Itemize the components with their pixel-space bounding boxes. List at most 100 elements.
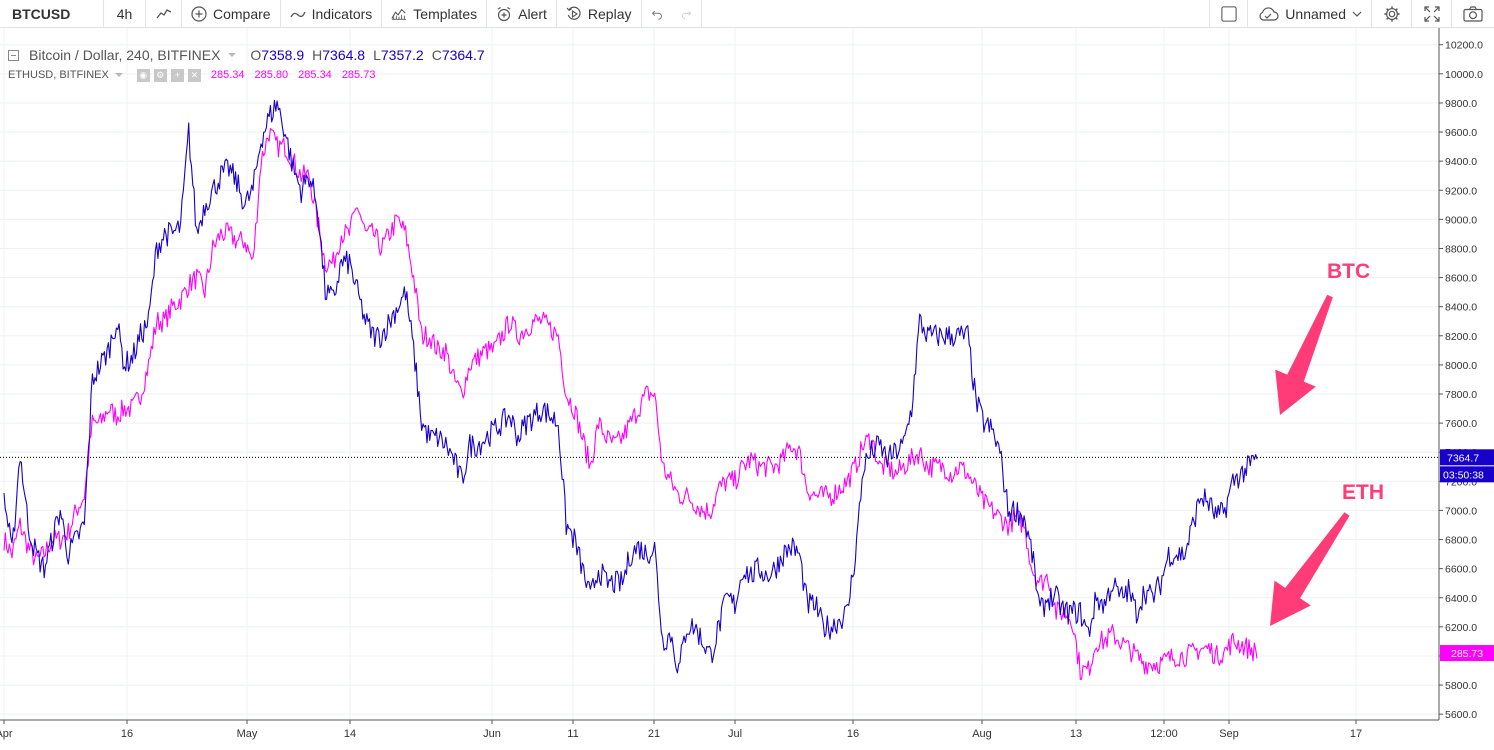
x-tick-label: Jul (728, 728, 742, 740)
hide-eye-icon[interactable]: ◉ (136, 68, 150, 82)
alarm-clock-icon (497, 6, 511, 21)
btc-annotation-label: BTC (1327, 260, 1371, 283)
countdown-tag (1440, 466, 1494, 483)
eth-annotation-label: ETH (1342, 481, 1384, 504)
plus-circle-icon (191, 5, 207, 22)
compare-close: 285.73 (341, 69, 376, 81)
y-tick-label: 10000.0 (1445, 69, 1483, 81)
layout-name: Unnamed (1285, 5, 1346, 22)
replay-icon (566, 6, 581, 20)
compare-low: 285.34 (298, 69, 332, 81)
y-tick-label: 9200.0 (1445, 185, 1477, 197)
compare-label: Compare (213, 5, 271, 22)
redo-icon (681, 10, 691, 19)
add-plus-icon[interactable]: + (170, 68, 184, 82)
compare-values: 285.34 285.80 285.34 285.73 (211, 69, 376, 81)
ohlc-values: O7358.9 H7364.8 L7357.2 C7364.7 (250, 47, 484, 63)
open-value: 7358.9 (261, 47, 305, 63)
redo-button[interactable] (672, 0, 702, 27)
y-tick-label: 6400.0 (1445, 593, 1477, 605)
y-tick-label: 7000.0 (1445, 505, 1477, 517)
chevron-down-icon (1352, 11, 1362, 17)
chart-series (3, 99, 1258, 681)
remove-x-icon[interactable]: ✕ (187, 68, 201, 82)
replay-button[interactable]: Replay (557, 0, 642, 27)
compare-open: 285.34 (210, 69, 245, 81)
x-tick-label: 11 (567, 728, 578, 740)
caret-down-icon[interactable] (228, 53, 237, 57)
compare-series-title[interactable]: ETHUSD, BITFINEX (8, 69, 109, 81)
camera-icon (1463, 5, 1483, 22)
snapshot-button[interactable] (1452, 0, 1494, 27)
x-tick-label: Jun (483, 728, 501, 740)
settings-gear-icon[interactable]: ⚙ (153, 68, 167, 82)
x-tick-label: 16 (121, 728, 133, 740)
replay-label: Replay (587, 5, 632, 22)
symbol-label: BTCUSD (12, 5, 71, 22)
alert-button[interactable]: Alert (487, 0, 557, 27)
square-icon (1221, 5, 1237, 22)
eth-series-line (3, 127, 1258, 681)
y-tick-label: 9600.0 (1445, 127, 1477, 139)
top-toolbar: BTCUSD 4h Compare Indicators Templates A… (0, 0, 1494, 28)
y-tick-label: 8400.0 (1445, 302, 1477, 314)
settings-button[interactable] (1372, 0, 1412, 27)
line-chart-icon (155, 8, 171, 18)
compare-button[interactable]: Compare (182, 0, 281, 27)
x-tick-label: 14 (344, 728, 356, 740)
x-tick-label: May (237, 728, 258, 740)
main-series-title[interactable]: Bitcoin / Dollar, 240, BITFINEX (29, 47, 221, 63)
symbol-search[interactable]: BTCUSD (0, 0, 104, 27)
y-tick-label: 7800.0 (1445, 389, 1477, 401)
layout-save-button[interactable]: Unnamed (1248, 0, 1372, 27)
y-tick-label: 6600.0 (1445, 564, 1477, 576)
templates-icon (391, 8, 407, 20)
y-tick-label: 5600.0 (1445, 709, 1477, 721)
undo-button[interactable] (642, 0, 672, 27)
countdown-tag-label: 03:50:38 (1443, 469, 1484, 481)
x-tick-label: 12:00 (1150, 728, 1178, 740)
fullscreen-button[interactable] (1412, 0, 1452, 27)
low-value: 7357.2 (380, 47, 424, 63)
y-tick-label: 9400.0 (1445, 156, 1477, 168)
y-tick-label: 9000.0 (1445, 214, 1477, 226)
templates-label: Templates (413, 5, 478, 22)
compare-series-legend: ETHUSD, BITFINEX ◉ ⚙ + ✕ 285.34 285.80 2… (8, 67, 375, 83)
y-tick-label: 8200.0 (1445, 331, 1477, 343)
alert-label: Alert (518, 5, 547, 22)
toolbar-right: Unnamed (1209, 0, 1494, 27)
compare-caret-icon[interactable] (114, 73, 123, 77)
y-tick-label: 9800.0 (1445, 98, 1477, 110)
y-tick-label: 8600.0 (1445, 273, 1477, 285)
x-tick-label: Sep (1219, 728, 1239, 740)
y-tick-label: 5800.0 (1445, 680, 1477, 692)
eth-price-tag (1440, 645, 1494, 662)
x-tick-label: Aug (972, 728, 992, 740)
indicators-label: Indicators (311, 5, 373, 22)
chart-axes: 10200.0 10000.0 9800.0 9600.0 9400.0 9200.0 90… (0, 28, 1494, 740)
btc-price-tag (1440, 449, 1494, 466)
undo-icon (651, 10, 662, 20)
y-tick-label: 8000.0 (1445, 360, 1477, 372)
indicators-button[interactable]: Indicators (281, 0, 383, 27)
high-key: H (312, 47, 323, 63)
gear-icon (1383, 5, 1400, 22)
compare-high: 285.80 (254, 69, 289, 81)
cloud-icon (1259, 6, 1279, 21)
multi-layout-button[interactable] (1210, 0, 1249, 27)
y-tick-label: 10200.0 (1445, 40, 1483, 52)
price-chart[interactable]: 10200.0 10000.0 9800.0 9600.0 9400.0 9200.0 90… (0, 28, 1494, 750)
interval-button[interactable]: 4h (104, 0, 146, 27)
low-key: L (373, 47, 381, 63)
chart-style-button[interactable] (146, 0, 182, 27)
chart-grid (0, 28, 1439, 720)
x-tick-label: 16 (847, 728, 859, 740)
y-tick-label: 8800.0 (1445, 243, 1477, 255)
close-key: C (431, 47, 442, 63)
eth-price-tag-label: 285.73 (1451, 648, 1483, 660)
collapse-legend-icon[interactable] (8, 49, 19, 61)
btc-arrow-icon (1275, 294, 1333, 415)
close-value: 7364.7 (441, 47, 485, 63)
templates-button[interactable]: Templates (382, 0, 488, 27)
eth-arrow-icon (1270, 512, 1350, 626)
